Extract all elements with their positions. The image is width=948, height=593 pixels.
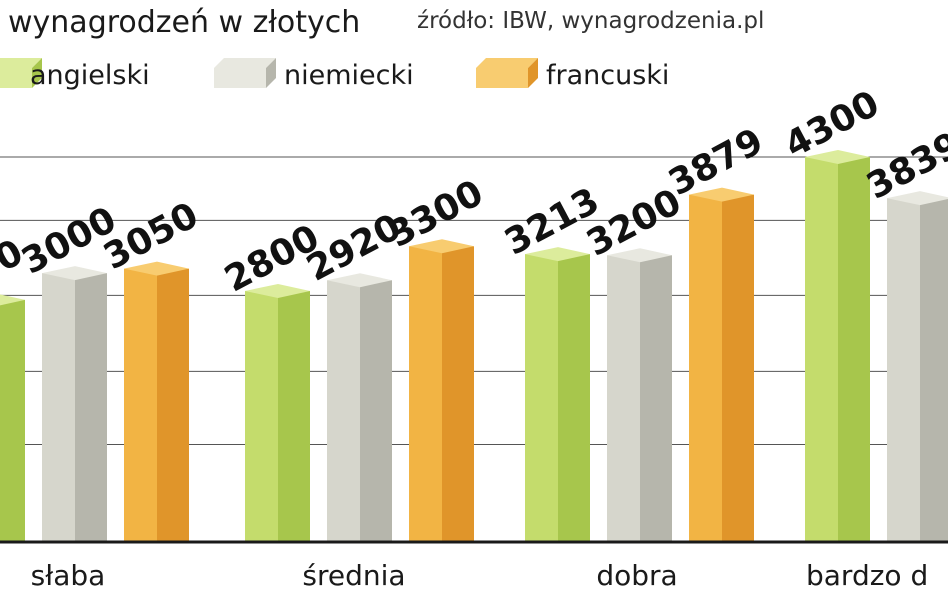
category-labels: słaba średnia dobra bardzo d — [31, 559, 929, 592]
bar-side — [722, 194, 754, 542]
chart-title: wynagrodzeń w złotych — [8, 5, 360, 40]
bar-front — [42, 273, 75, 541]
legend: angielski niemiecki francuski — [0, 58, 669, 91]
bar-top — [689, 187, 754, 202]
legend-swatch-francuski-side — [528, 58, 538, 88]
bar-front — [689, 194, 722, 542]
bar-side — [442, 246, 474, 541]
bar-top — [525, 247, 590, 262]
bar-side — [360, 280, 392, 541]
bar-top — [607, 248, 672, 263]
bar-front — [607, 255, 640, 542]
bar-front — [887, 198, 920, 541]
bar-angielski-3 — [805, 150, 870, 541]
bar-front — [805, 157, 838, 541]
bar-front — [124, 268, 157, 541]
chart-source: źródło: IBW, wynagrodzenia.pl — [417, 8, 764, 34]
legend-swatch-niemiecki-side — [266, 58, 276, 88]
bar-front — [409, 246, 442, 541]
bar-niemiecki-1 — [327, 273, 392, 541]
bar-side — [640, 255, 672, 542]
bar-side — [278, 290, 310, 541]
legend-swatch-angielski — [0, 58, 42, 88]
bar-top — [0, 294, 25, 306]
bar-niemiecki-3 — [887, 191, 948, 541]
bar-niemiecki-2 — [607, 248, 672, 542]
bar-francuski-0 — [124, 261, 189, 541]
legend-item-francuski: francuski — [476, 58, 669, 91]
bar-side — [838, 157, 870, 541]
bar-top — [327, 273, 392, 288]
category-label-bardzo-dobra: bardzo d — [806, 559, 928, 592]
category-label-srednia: średnia — [302, 559, 405, 592]
legend-label-francuski: francuski — [546, 60, 669, 91]
bars — [0, 150, 948, 542]
category-label-dobra: dobra — [596, 559, 677, 592]
bar-angielski-0 — [0, 294, 25, 541]
legend-swatch-angielski-side — [32, 58, 42, 88]
bar-angielski-1 — [245, 283, 310, 541]
bar-side — [920, 198, 948, 541]
bar-angielski-2 — [525, 247, 590, 541]
bar-side — [75, 273, 107, 541]
bar-side — [157, 268, 189, 541]
bar-front — [327, 280, 360, 541]
bar-top — [245, 283, 310, 298]
legend-item-niemiecki: niemiecki — [214, 58, 414, 91]
legend-swatch-niemiecki — [214, 58, 276, 88]
bar-top — [42, 266, 107, 281]
bar-side — [558, 254, 590, 541]
legend-label-niemiecki: niemiecki — [284, 60, 414, 91]
bar-francuski-2 — [689, 187, 754, 542]
legend-label-angielski: angielski — [30, 60, 150, 91]
bar-francuski-1 — [409, 239, 474, 541]
bar-top — [124, 261, 189, 276]
category-label-slaba: słaba — [31, 559, 106, 592]
legend-swatch-francuski — [476, 58, 538, 88]
legend-item-angielski: angielski — [0, 58, 150, 91]
bar-niemiecki-0 — [42, 266, 107, 541]
bar-front — [525, 254, 558, 541]
bar-front — [245, 290, 278, 541]
bar-side — [0, 299, 25, 541]
bar-top — [409, 239, 474, 254]
bar-top — [805, 150, 870, 165]
bar-top — [887, 191, 948, 206]
